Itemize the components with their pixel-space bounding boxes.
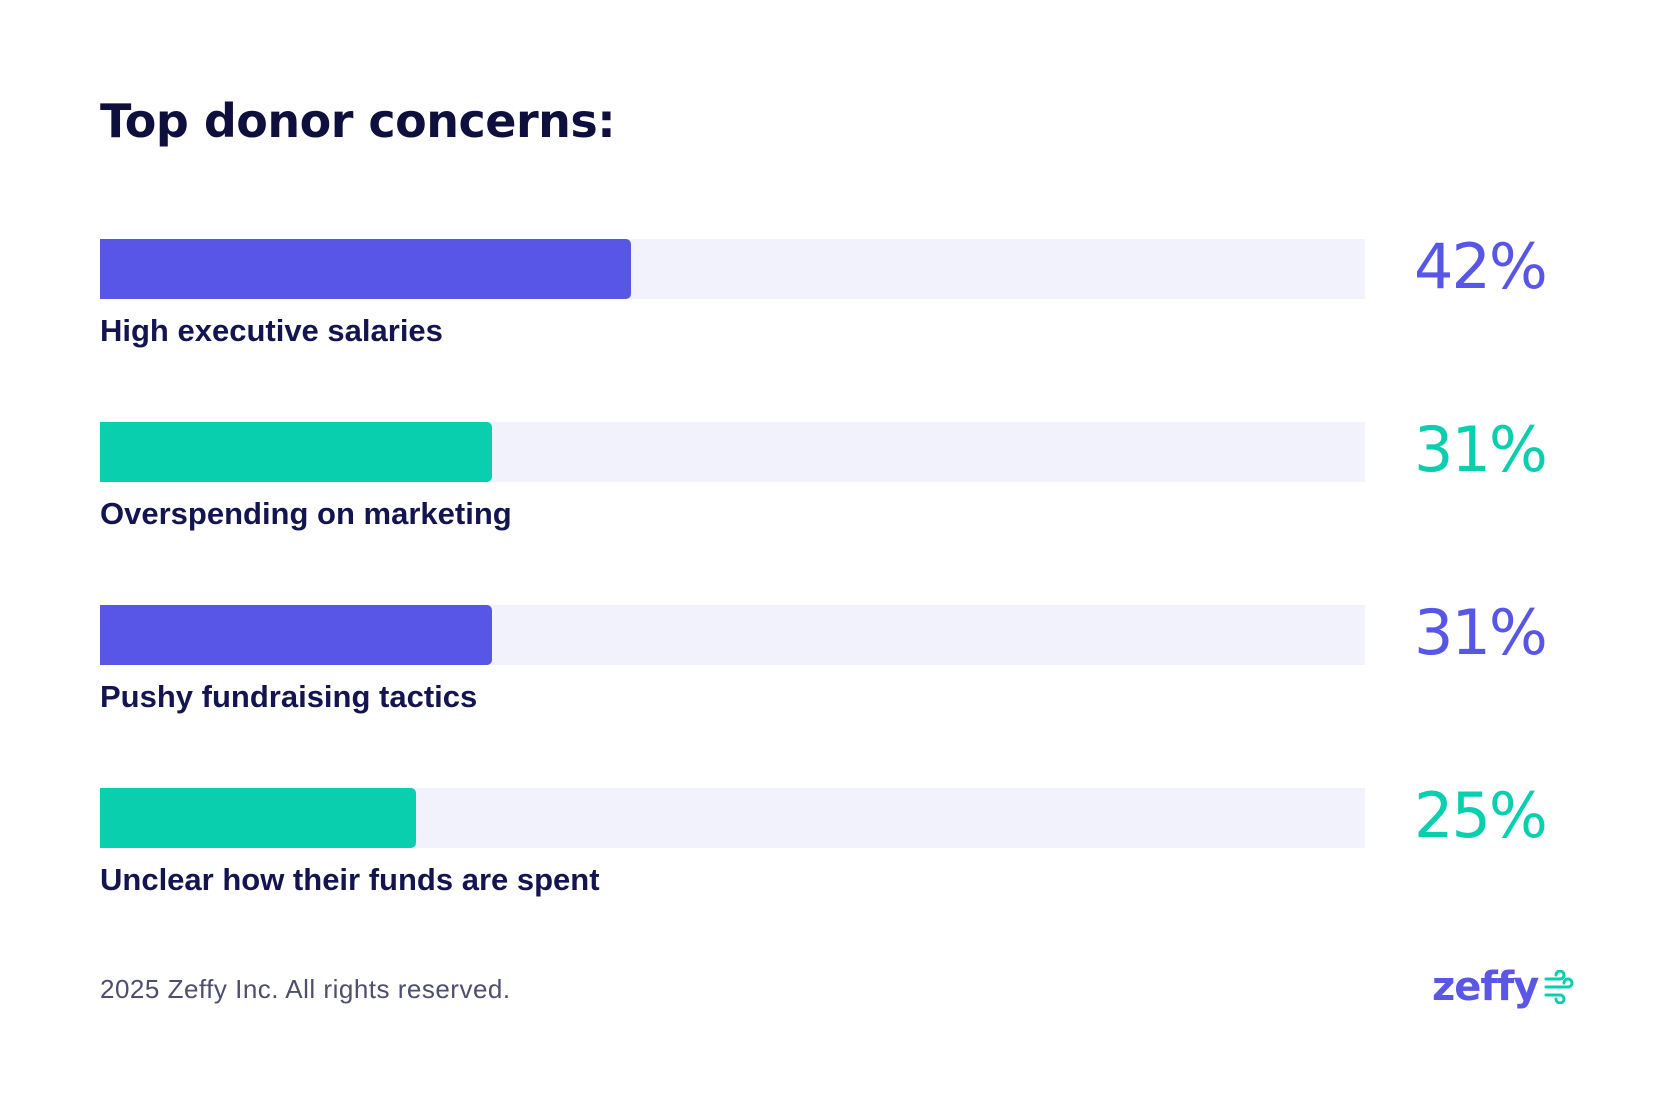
chart-title: Top donor concerns: <box>100 94 616 148</box>
data-label: 31% <box>1414 596 1548 669</box>
bar-track <box>100 788 1365 848</box>
bar-track <box>100 422 1365 482</box>
bar-track <box>100 605 1365 665</box>
bar <box>100 422 493 482</box>
logo-wordmark: zeffy <box>1432 964 1539 1010</box>
bar <box>100 788 417 848</box>
bar-row: Unclear how their funds are spent 25% <box>100 781 1600 928</box>
bar <box>100 605 493 665</box>
data-label: 25% <box>1414 779 1548 852</box>
bar-row: Overspending on marketing 31% <box>100 415 1600 562</box>
data-label: 42% <box>1414 230 1548 303</box>
bar-row: Pushy fundraising tactics 31% <box>100 598 1600 745</box>
wind-icon <box>1544 970 1574 1004</box>
copyright-text: 2025 Zeffy Inc. All rights reserved. <box>100 974 511 1004</box>
bar-label: Overspending on marketing <box>100 496 512 531</box>
bar-track <box>100 239 1365 299</box>
zeffy-logo[interactable]: zeffy <box>1432 962 1576 1012</box>
bar-label: High executive salaries <box>100 313 443 348</box>
bar-label: Pushy fundraising tactics <box>100 679 478 714</box>
bar-label: Unclear how their funds are spent <box>100 862 600 897</box>
bar <box>100 239 632 299</box>
data-label: 31% <box>1414 413 1548 486</box>
bar-row: High executive salaries 42% <box>100 232 1600 379</box>
